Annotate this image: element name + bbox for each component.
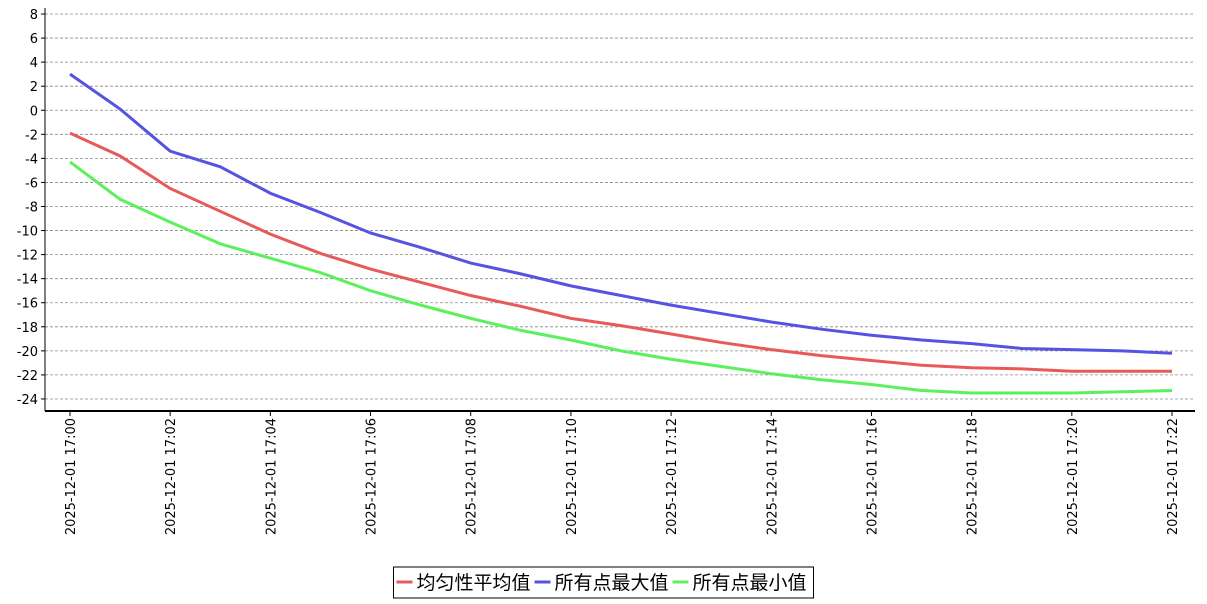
y-tick-label: -12 bbox=[17, 249, 38, 264]
x-tick-label: 2025-12-01 17:20 bbox=[1066, 418, 1081, 535]
y-tick-label: -16 bbox=[17, 297, 38, 312]
legend-label: 所有点最小值 bbox=[693, 572, 807, 594]
y-tick-label: -8 bbox=[25, 200, 38, 215]
y-tick-label: -4 bbox=[25, 152, 38, 167]
y-tick-label: -24 bbox=[17, 393, 38, 408]
x-tick-label: 2025-12-01 17:00 bbox=[64, 418, 79, 535]
legend: 均匀性平均值 所有点最大值 所有点最小值 bbox=[392, 566, 815, 599]
y-tick-label: 2 bbox=[30, 80, 38, 95]
y-tick-label: -18 bbox=[17, 321, 38, 336]
series-line bbox=[69, 160, 1173, 395]
x-tick-label: 2025-12-01 17:22 bbox=[1166, 418, 1181, 535]
x-tick-label: 2025-12-01 17:08 bbox=[465, 418, 480, 535]
legend-box bbox=[392, 566, 815, 599]
y-tick-label: 4 bbox=[30, 56, 38, 71]
x-tick-label: 2025-12-01 17:12 bbox=[665, 418, 680, 535]
y-tick-label: 0 bbox=[30, 104, 38, 119]
y-tick-label: -2 bbox=[25, 128, 38, 143]
x-tick-label: 2025-12-01 17:10 bbox=[565, 418, 580, 535]
legend-label: 所有点最大值 bbox=[554, 572, 668, 594]
y-tick-label: -6 bbox=[25, 176, 38, 191]
x-tick-label: 2025-12-01 17:06 bbox=[365, 418, 380, 535]
y-tick-label: -14 bbox=[17, 273, 38, 288]
x-tick-label: 2025-12-01 17:02 bbox=[164, 418, 179, 535]
series-line bbox=[69, 131, 1172, 373]
series-line bbox=[69, 72, 1173, 355]
x-tick-label: 2025-12-01 17:04 bbox=[264, 418, 279, 535]
y-tick-label: -22 bbox=[17, 369, 38, 384]
legend-label: 均匀性平均值 bbox=[416, 572, 530, 594]
y-tick-label: -20 bbox=[17, 345, 38, 360]
y-tick-label: -10 bbox=[17, 225, 38, 240]
y-tick-label: 6 bbox=[30, 32, 38, 47]
x-tick-label: 2025-12-01 17:18 bbox=[966, 418, 981, 535]
x-tick-label: 2025-12-01 17:16 bbox=[865, 418, 880, 535]
y-tick-label: 8 bbox=[30, 8, 38, 23]
x-tick-label: 2025-12-01 17:14 bbox=[765, 418, 780, 535]
